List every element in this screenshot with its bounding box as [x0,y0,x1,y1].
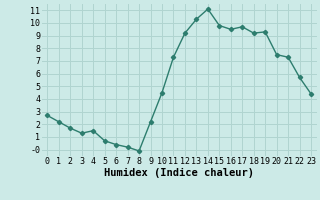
X-axis label: Humidex (Indice chaleur): Humidex (Indice chaleur) [104,168,254,178]
